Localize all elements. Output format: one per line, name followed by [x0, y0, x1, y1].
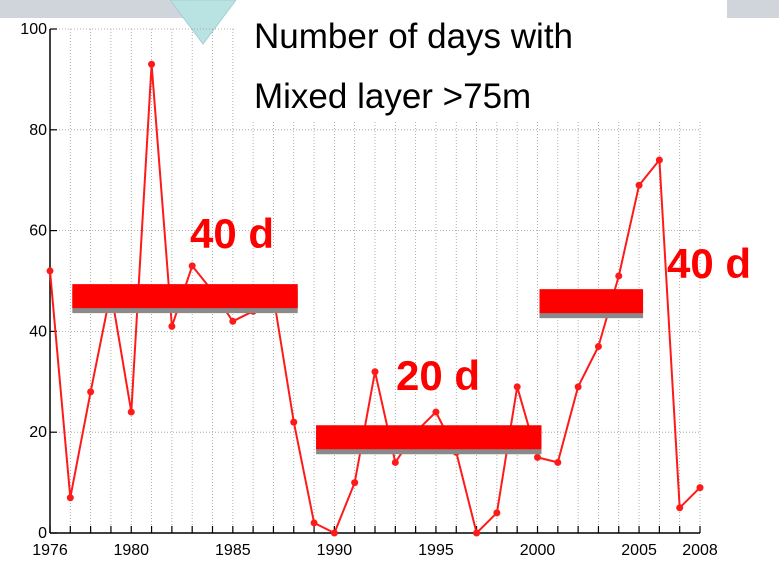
data-point: [87, 388, 95, 396]
data-point: [432, 408, 440, 416]
y-tick-label: 60: [29, 223, 47, 240]
data-point: [574, 383, 582, 391]
data-point: [534, 453, 541, 461]
period-mean-label: 20 d: [396, 352, 480, 399]
data-point: [127, 408, 135, 416]
top-left-banner: [0, 0, 188, 18]
data-point: [188, 262, 196, 270]
data-point: [148, 60, 156, 68]
top-right-banner: [727, 0, 779, 18]
data-point: [615, 272, 623, 280]
data-point: [473, 529, 481, 537]
data-point: [655, 156, 663, 164]
y-tick-label: 0: [38, 525, 47, 542]
x-tick-label: 1976: [32, 542, 68, 559]
x-tick-label: 1980: [113, 542, 149, 559]
x-tick-label: 1995: [418, 542, 454, 559]
data-point: [493, 509, 501, 517]
data-point: [696, 484, 704, 492]
data-point: [66, 494, 74, 502]
data-point: [371, 368, 379, 376]
data-point: [554, 458, 562, 466]
y-tick-label: 20: [29, 424, 47, 441]
x-tick-label: 2005: [621, 542, 657, 559]
data-point: [676, 504, 684, 512]
callout-arrow-shape: [169, 0, 237, 45]
title-line-1: Number of days with: [254, 17, 573, 56]
data-point: [290, 418, 298, 426]
y-tick-label: 100: [20, 21, 47, 38]
x-tick-label: 1985: [215, 542, 251, 559]
y-tick-label: 40: [29, 323, 47, 340]
data-point: [635, 181, 643, 189]
x-tick-label: 2000: [520, 542, 556, 559]
x-tick-label: 2008: [682, 542, 718, 559]
data-point: [46, 267, 54, 275]
data-point: [330, 529, 338, 537]
period-mean-label: 40 d: [667, 240, 751, 287]
title-line-2: Mixed layer >75m: [254, 77, 531, 116]
data-point: [594, 343, 602, 351]
data-point: [513, 383, 521, 391]
period-mean-bar: [72, 284, 298, 309]
period-mean-bar: [316, 425, 542, 450]
y-tick-label: 80: [29, 122, 47, 139]
x-tick-label: 1990: [317, 542, 353, 559]
data-point: [229, 317, 237, 325]
data-point: [391, 458, 399, 466]
data-point: [168, 322, 176, 330]
title-box: [236, 0, 727, 120]
period-mean-label: 40 d: [190, 210, 274, 257]
data-point: [351, 479, 359, 487]
period-mean-group: 40 d 20 d 40 d: [72, 210, 751, 455]
period-mean-bar: [539, 289, 644, 314]
axis-ticks: 1976 1980 1985 1990 1995 2000 2005 2008 0 20 40 60 8…: [20, 21, 718, 559]
data-point: [310, 519, 318, 527]
